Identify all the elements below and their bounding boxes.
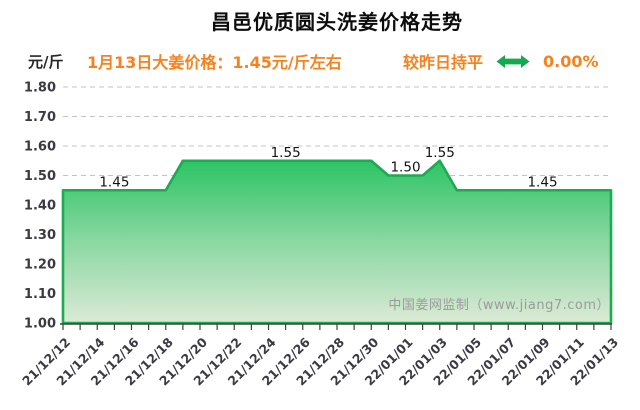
data-label: 1.45	[99, 174, 129, 190]
data-label: 1.55	[425, 145, 455, 161]
y-tick-label: 1.10	[24, 287, 56, 302]
current-price-subtitle: 1月13日大姜价格：1.45元/斤左右	[87, 53, 342, 72]
y-tick-label: 1.40	[24, 199, 56, 214]
trend-percent-value: 0.00%	[543, 51, 599, 71]
y-tick-label: 1.00	[24, 317, 56, 332]
data-label: 1.45	[527, 174, 557, 190]
data-label: 1.50	[390, 160, 420, 176]
page-title: 昌邑优质圆头洗姜价格走势	[211, 10, 463, 34]
y-tick-label: 1.20	[24, 258, 56, 273]
price-area-series	[61, 159, 613, 325]
data-label: 1.55	[271, 145, 301, 161]
y-tick-label: 1.80	[24, 81, 56, 96]
left-right-arrow-icon	[496, 54, 530, 68]
y-tick-label: 1.50	[24, 169, 56, 184]
y-tick-label: 1.70	[24, 110, 56, 125]
watermark-text: 中国姜网监制（www.jiang7.com）	[388, 298, 610, 313]
y-axis-unit-label: 元/斤	[28, 53, 64, 71]
y-tick-label: 1.30	[24, 228, 56, 243]
y-tick-label: 1.60	[24, 140, 56, 155]
trend-indicator: 较昨日持平 0.00%	[403, 49, 599, 73]
trend-status-label: 较昨日持平	[403, 53, 484, 72]
